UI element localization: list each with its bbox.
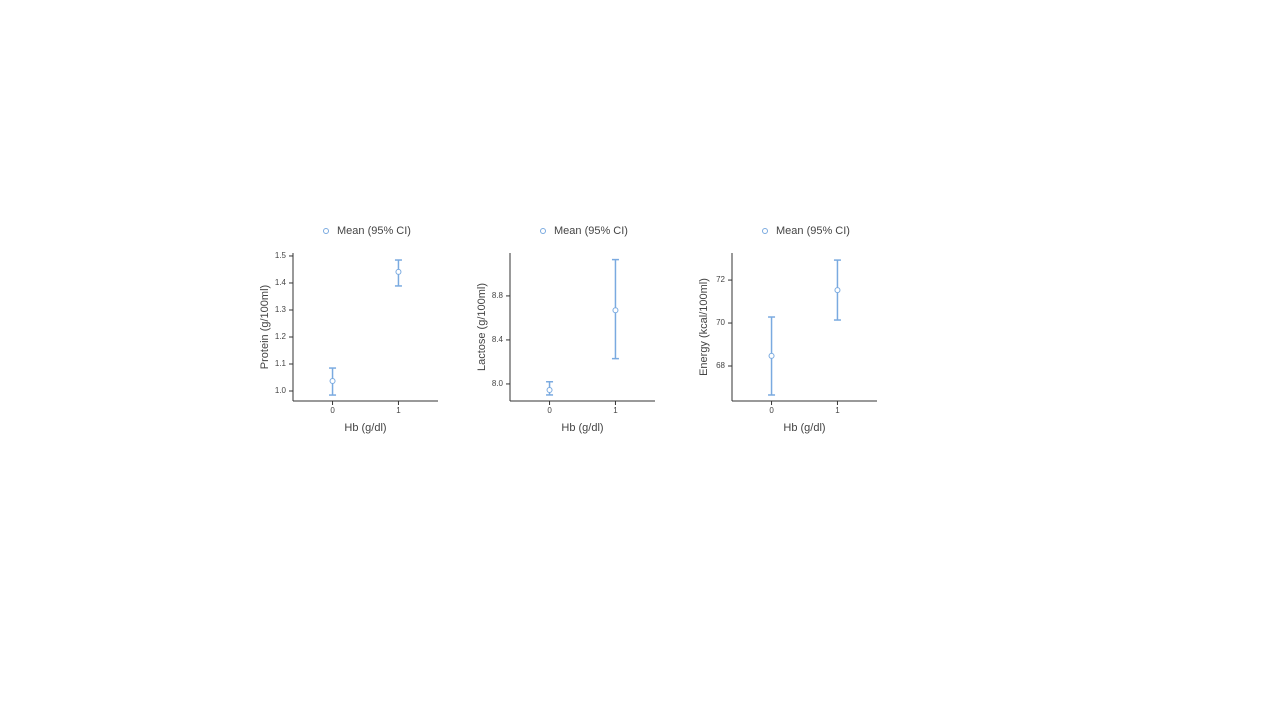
x-tick-label: 0 <box>547 406 552 415</box>
y-tick-label: 8.0 <box>492 379 504 388</box>
y-tick-label: 1.2 <box>275 332 287 341</box>
y-tick-label: 70 <box>716 318 725 327</box>
y-tick-label: 8.4 <box>492 335 504 344</box>
mean-point <box>834 287 841 294</box>
legend-label: Mean (95% CI) <box>776 225 850 237</box>
mean-point <box>395 268 402 275</box>
mean-point <box>329 378 336 385</box>
legend-label: Mean (95% CI) <box>554 225 628 237</box>
legend-marker <box>762 228 768 234</box>
x-tick-label: 1 <box>613 406 618 415</box>
y-tick-label: 1.0 <box>275 386 287 395</box>
y-tick-label: 1.1 <box>275 359 287 368</box>
y-axis-label: Protein (g/100ml) <box>259 285 271 369</box>
x-axis-label: Hb (g/dl) <box>783 422 825 434</box>
x-axis-label: Hb (g/dl) <box>561 422 603 434</box>
mean-point <box>612 307 619 314</box>
x-tick-label: 0 <box>330 406 335 415</box>
y-tick-label: 68 <box>716 361 725 370</box>
x-axis-label: Hb (g/dl) <box>344 422 386 434</box>
mean-point <box>768 352 775 359</box>
y-axis-label: Lactose (g/100ml) <box>476 283 488 371</box>
y-tick-label: 1.3 <box>275 305 287 314</box>
y-axis-label: Energy (kcal/100ml) <box>698 278 710 376</box>
legend-marker <box>323 228 329 234</box>
legend-label: Mean (95% CI) <box>337 225 411 237</box>
y-tick-label: 1.4 <box>275 278 287 287</box>
y-tick-label: 1.5 <box>275 251 287 260</box>
y-tick-label: 72 <box>716 275 725 284</box>
x-tick-label: 1 <box>835 406 840 415</box>
legend-marker <box>540 228 546 234</box>
x-tick-label: 0 <box>769 406 774 415</box>
y-tick-label: 8.8 <box>492 291 504 300</box>
x-tick-label: 1 <box>396 406 401 415</box>
mean-point <box>546 386 553 393</box>
